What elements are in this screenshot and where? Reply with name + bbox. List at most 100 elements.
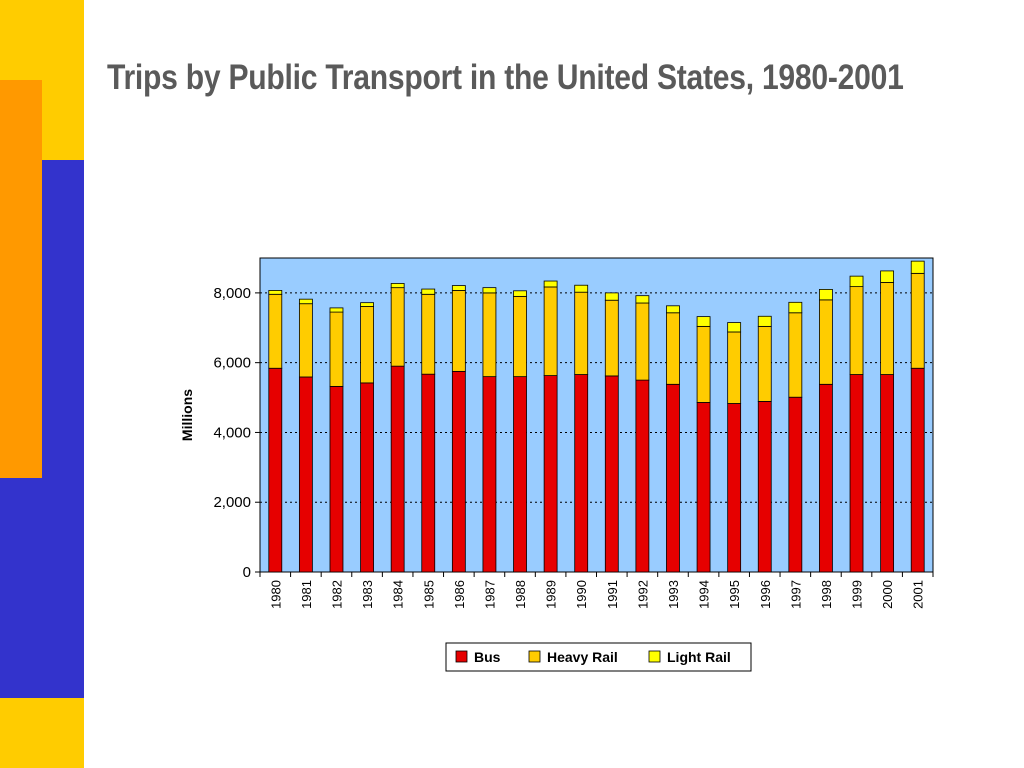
x-tick-label: 1997: [788, 580, 803, 609]
bar-light-rail: [268, 290, 283, 295]
x-tick-label: 1984: [391, 580, 406, 609]
y-tick-label: 8,000: [213, 285, 251, 302]
x-tick-label: 1996: [758, 580, 773, 609]
x-tick-label: 1987: [482, 580, 497, 609]
bar-light-rail: [390, 283, 405, 289]
bar-heavy-rail: [421, 293, 436, 375]
x-tick-label: 2000: [880, 580, 895, 609]
bar-heavy-rail: [910, 272, 925, 369]
bar-heavy-rail: [727, 331, 742, 404]
bar-bus: [910, 367, 925, 573]
x-tick-label: 1991: [605, 580, 620, 609]
x-tick-label: 1995: [727, 580, 742, 609]
bar-light-rail: [727, 322, 742, 333]
bar-heavy-rail: [543, 286, 558, 376]
bar-heavy-rail: [849, 286, 864, 375]
slide-title: Trips by Public Transport in the United …: [107, 58, 904, 97]
bar-heavy-rail: [604, 299, 619, 377]
x-tick-label: 1993: [666, 580, 681, 609]
bar-heavy-rail: [635, 302, 650, 381]
bar-bus: [880, 374, 895, 573]
bar-heavy-rail: [268, 293, 283, 369]
bar-light-rail: [574, 284, 589, 293]
y-tick-label: 6,000: [213, 355, 251, 372]
bar-heavy-rail: [788, 312, 803, 398]
bar-bus: [788, 396, 803, 573]
bar-bus: [513, 376, 527, 573]
bar-light-rail: [298, 298, 313, 305]
y-tick-label: 0: [243, 564, 251, 581]
bar-heavy-rail: [360, 306, 374, 384]
x-tick-label: 1994: [697, 580, 712, 609]
x-tick-label: 1980: [268, 580, 283, 609]
bar-bus: [635, 379, 650, 573]
y-axis-label: Millions: [179, 389, 195, 441]
legend-box: [445, 642, 752, 672]
bar-light-rail: [329, 307, 344, 313]
bar-light-rail: [513, 290, 527, 297]
legend-swatch: [648, 650, 661, 663]
legend-label: Heavy Rail: [547, 649, 618, 665]
orange-band: [0, 80, 42, 478]
x-tick-label: 1988: [513, 580, 528, 609]
bar-light-rail: [360, 302, 374, 307]
bar-bus: [757, 400, 772, 573]
bar-light-rail: [696, 316, 711, 327]
bar-light-rail: [482, 287, 497, 294]
bar-bus: [666, 383, 680, 573]
bar-heavy-rail: [482, 292, 497, 378]
bar-heavy-rail: [298, 303, 313, 378]
x-tick-label: 1982: [329, 580, 344, 609]
bar-bus: [696, 402, 711, 573]
x-tick-label: 1989: [544, 580, 559, 609]
x-tick-label: 1986: [452, 580, 467, 609]
bar-bus: [604, 375, 619, 573]
legend-label: Bus: [474, 649, 501, 665]
x-tick-label: 1998: [819, 580, 834, 609]
x-tick-label: 1992: [635, 580, 650, 609]
bar-bus: [574, 374, 589, 573]
bar-light-rail: [880, 270, 895, 283]
bar-bus: [819, 383, 833, 573]
bar-light-rail: [451, 285, 466, 291]
bar-light-rail: [819, 288, 833, 301]
bar-bus: [329, 385, 344, 573]
y-tick-label: 2,000: [213, 494, 251, 511]
bar-heavy-rail: [666, 312, 680, 385]
bar-bus: [849, 374, 864, 573]
bar-light-rail: [910, 260, 925, 274]
bar-heavy-rail: [513, 295, 527, 378]
bar-bus: [543, 375, 558, 573]
x-tick-label: 1981: [299, 580, 314, 609]
bar-bus: [482, 376, 497, 573]
bar-heavy-rail: [696, 325, 711, 403]
bar-bus: [390, 365, 405, 573]
x-tick-label: 1983: [360, 580, 375, 609]
bar-bus: [298, 376, 313, 573]
y-tick-label: 4,000: [213, 424, 251, 441]
bar-bus: [268, 367, 283, 573]
bar-light-rail: [604, 292, 619, 301]
bar-light-rail: [849, 275, 864, 288]
legend-label: Light Rail: [667, 649, 731, 665]
bar-heavy-rail: [390, 287, 405, 367]
legend-swatch: [455, 650, 468, 663]
legend-swatch: [528, 650, 541, 663]
x-tick-label: 1985: [421, 580, 436, 609]
bar-light-rail: [635, 295, 650, 304]
bar-bus: [451, 370, 466, 573]
bar-bus: [421, 373, 436, 573]
bar-heavy-rail: [329, 311, 344, 387]
bar-light-rail: [757, 315, 772, 327]
bar-heavy-rail: [757, 325, 772, 402]
bar-heavy-rail: [451, 290, 466, 372]
bar-heavy-rail: [819, 299, 833, 385]
bar-heavy-rail: [880, 282, 895, 375]
x-tick-label: 2001: [911, 580, 926, 609]
x-tick-label: 1990: [574, 580, 589, 609]
bar-light-rail: [788, 301, 803, 314]
bar-light-rail: [543, 280, 558, 288]
bar-light-rail: [666, 305, 680, 314]
bar-bus: [727, 403, 742, 573]
